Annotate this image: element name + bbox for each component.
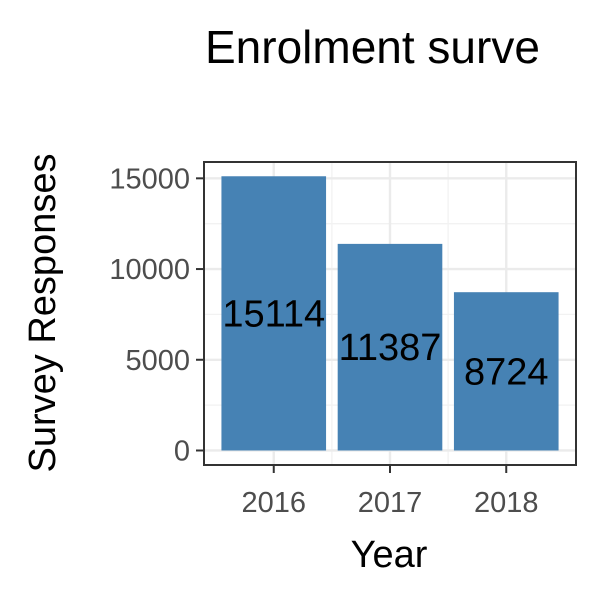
bars (221, 176, 559, 451)
bar-value-label: 11387 (339, 327, 442, 369)
axis-ticks: 0 5000 10000 15000 2016 2017 2018 (109, 163, 538, 519)
y-tick-label: 5000 (125, 345, 190, 377)
x-tick-label: 2016 (241, 487, 306, 519)
y-axis-title: Survey Responses (22, 154, 64, 473)
x-axis-title: Year (351, 534, 428, 576)
x-tick-label: 2017 (358, 487, 423, 519)
y-tick-label: 10000 (109, 254, 190, 286)
bar-2018 (453, 292, 559, 451)
bar-value-label: 8724 (464, 351, 549, 393)
x-tick-label: 2018 (474, 487, 539, 519)
bar-2016 (221, 176, 327, 451)
y-tick-label: 0 (174, 435, 190, 467)
y-tick-label: 15000 (109, 163, 190, 195)
bar-value-label: 15114 (222, 293, 325, 335)
bar-2017 (337, 243, 443, 451)
bar-labels: 15114 11387 8724 (222, 293, 548, 393)
chart-title: Enrolment surve (205, 21, 540, 73)
